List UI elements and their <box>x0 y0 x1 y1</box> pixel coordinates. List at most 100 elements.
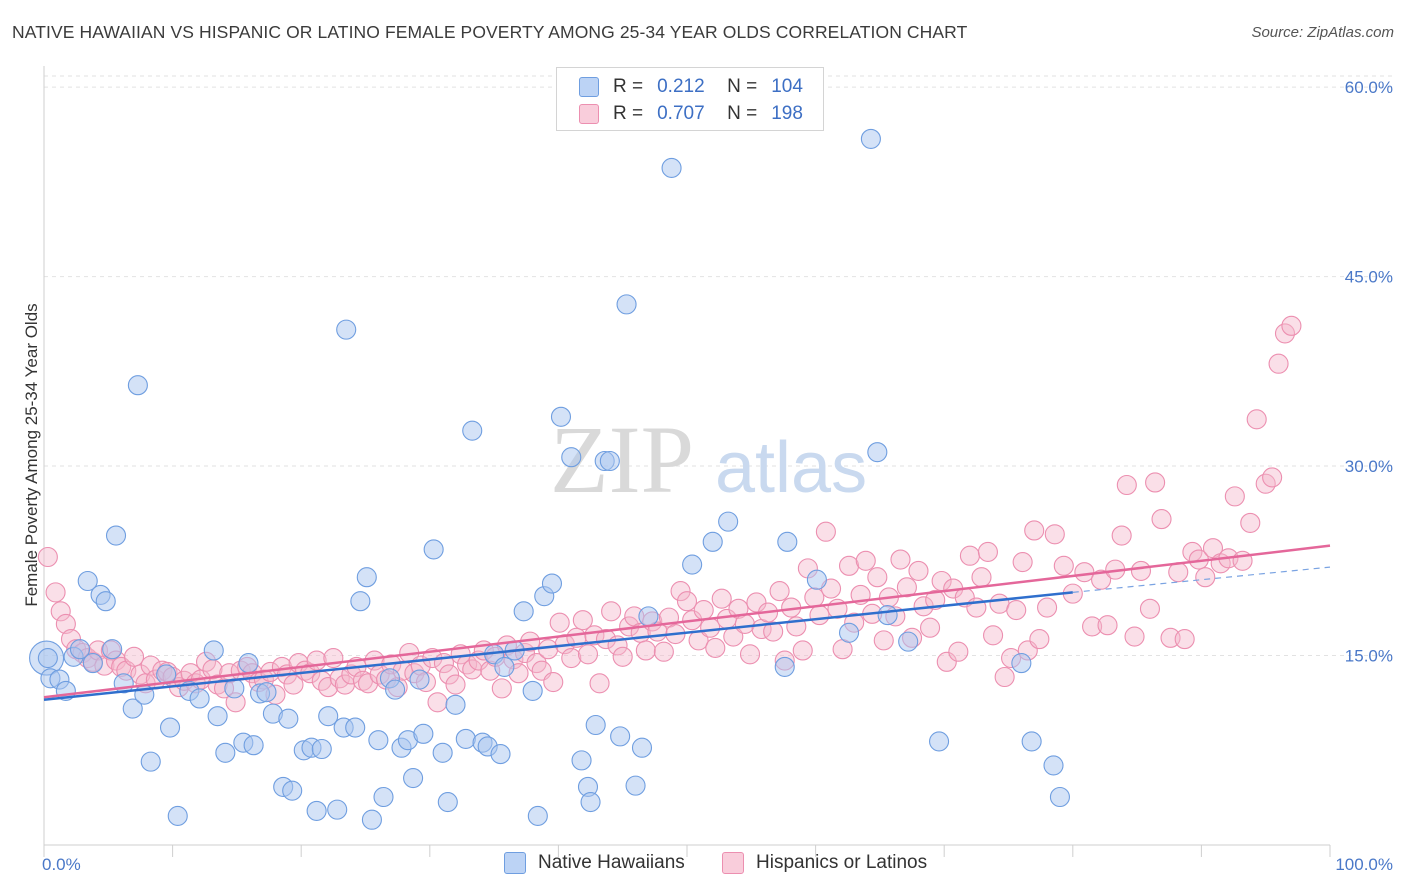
native-hawaiians-point <box>282 780 303 801</box>
hispanics-point <box>1097 615 1118 636</box>
native-hawaiians-point <box>806 569 827 590</box>
hispanics-point <box>746 592 767 613</box>
hispanics-point <box>635 640 656 661</box>
hispanics-point <box>763 621 784 642</box>
native-hawaiians-point <box>122 698 143 719</box>
native-hawaiians-point <box>455 728 476 749</box>
hispanics-point <box>45 582 66 603</box>
native-hawaiians-point <box>616 294 637 315</box>
hispanics-point <box>700 617 721 638</box>
native-hawaiians-point <box>356 567 377 588</box>
native-hawaiians-point <box>311 738 332 760</box>
hispanics-point <box>1130 560 1152 581</box>
hispanics-point <box>792 640 813 661</box>
native-hawaiians-point <box>373 786 394 808</box>
legend-n-value: 104 <box>771 76 803 97</box>
correlation-legend: R = 0.212 N = 104 R = 0.707 N = 198 <box>556 67 824 131</box>
native-hawaiians-point <box>306 800 327 821</box>
native-hawaiians-point <box>203 640 224 661</box>
hispanics-point <box>543 672 564 693</box>
native-hawaiians-point <box>385 679 406 700</box>
hispanics-point <box>1145 472 1166 493</box>
series-hispanics-points <box>37 315 1302 713</box>
y-tick-label: 60.0% <box>1345 78 1393 97</box>
hispanics-point <box>925 589 946 610</box>
hispanics-point <box>994 666 1015 688</box>
legend-item-native-hawaiians[interactable]: Native Hawaiians <box>504 852 685 874</box>
source-note: Source: ZipAtlas.com <box>1251 24 1394 41</box>
native-hawaiians-point <box>368 730 389 751</box>
legend-label: Native Hawaiians <box>538 852 685 873</box>
hispanics-point <box>561 648 582 669</box>
hispanics-point <box>1139 598 1161 619</box>
native-hawaiians-point <box>69 639 91 660</box>
gridlines <box>44 75 1393 657</box>
hispanics-point <box>123 646 145 667</box>
y-tick-label: 30.0% <box>1345 457 1393 476</box>
native-hawaiians-point <box>413 723 434 744</box>
native-hawaiians-point <box>159 717 181 738</box>
native-hawaiians-point <box>140 751 161 772</box>
native-hawaiians-point <box>580 792 601 813</box>
native-hawaiians-point <box>95 591 116 612</box>
chart-title: NATIVE HAWAIIAN VS HISPANIC OR LATINO FE… <box>12 22 968 42</box>
native-hawaiians-point <box>571 750 592 771</box>
native-hawaiians-point <box>718 511 739 532</box>
native-hawaiians-point <box>361 809 382 830</box>
hispanics-point <box>572 610 593 631</box>
hispanics-point <box>804 587 825 608</box>
hispanics-trend-line <box>43 544 1331 699</box>
legend-r-value: 0.707 <box>657 103 705 124</box>
hispanics-point <box>1091 569 1112 590</box>
y-tick-labels: 15.0% 30.0% 45.0% 60.0% <box>1345 78 1393 665</box>
legend-swatch-pink <box>722 852 744 874</box>
native-hawaiians-point <box>445 694 466 715</box>
hispanics-point <box>1224 486 1245 507</box>
native-hawaiians-trend-line <box>43 591 1073 701</box>
native-hawaiians-point <box>432 742 453 763</box>
hispanics-point <box>491 678 512 699</box>
hispanics-point <box>1082 616 1103 637</box>
hispanics-point <box>427 692 448 713</box>
native-hawaiians-point <box>256 682 277 703</box>
hispanics-point <box>1111 525 1132 546</box>
hispanics-point <box>601 601 622 622</box>
hispanics-point <box>1281 315 1302 336</box>
native-hawaiians-point <box>527 805 548 826</box>
legend-item-hispanics[interactable]: Hispanics or Latinos <box>722 852 927 874</box>
hispanics-point <box>1268 353 1289 374</box>
native-hawaiians-point <box>702 531 723 552</box>
hispanics-point <box>959 545 980 566</box>
legend-n-label: N = <box>727 76 758 97</box>
hispanics-point <box>920 617 941 638</box>
native-hawaiians-point <box>278 708 299 729</box>
legend-n-label: N = <box>727 103 758 124</box>
native-hawaiians-point <box>838 622 860 643</box>
native-hawaiians-point <box>777 531 798 552</box>
legend-swatch-blue <box>579 77 599 97</box>
native-hawaiians-point <box>490 744 511 765</box>
native-hawaiians-point <box>867 442 888 463</box>
native-hawaiians-point <box>105 525 127 546</box>
hispanics-point <box>1074 562 1095 583</box>
hispanics-point <box>1240 512 1261 533</box>
hispanics-point <box>815 521 836 542</box>
hispanics-point <box>1037 597 1058 618</box>
series-native-hawaiians-points <box>29 128 1070 830</box>
native-hawaiians-point <box>898 631 919 652</box>
legend-r-label: R = <box>613 103 644 124</box>
hispanics-point <box>1053 555 1074 576</box>
native-hawaiians-point <box>462 420 483 441</box>
hispanics-point <box>55 613 76 634</box>
native-hawaiians-point <box>327 799 348 820</box>
native-hawaiians-point <box>423 539 444 560</box>
native-hawaiians-point <box>1043 755 1064 776</box>
hispanics-point <box>693 600 714 621</box>
native-hawaiians-point <box>167 805 188 826</box>
hispanics-point <box>1044 524 1065 545</box>
native-hawaiians-point <box>774 656 795 677</box>
hispanics-point <box>896 577 917 598</box>
native-hawaiians-point <box>1021 731 1042 752</box>
hispanics-point <box>1246 409 1267 430</box>
